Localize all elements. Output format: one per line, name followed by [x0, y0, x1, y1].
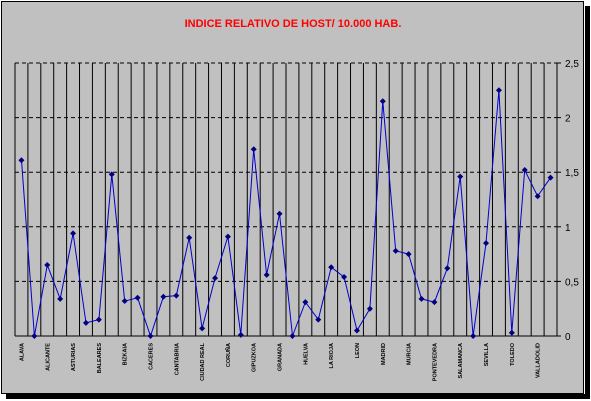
y-tick-label: 2,5	[565, 59, 579, 70]
y-tick-label: 2	[565, 114, 571, 125]
data-point	[470, 333, 477, 339]
x-tick-label: ALICANTE	[45, 343, 51, 371]
data-point	[134, 294, 141, 301]
x-tick-label: MURCIA	[407, 343, 413, 365]
data-point	[95, 316, 102, 323]
data-point	[431, 299, 438, 306]
chart-title: INDICE RELATIVO DE HOST/ 10.000 HAB.	[185, 18, 402, 30]
data-point	[457, 173, 464, 180]
data-point	[276, 210, 283, 217]
x-tick-label: SEVILLA	[484, 343, 490, 366]
x-tick-label: CIUDAD REAL	[200, 342, 206, 381]
y-tick-label: 0,5	[565, 277, 579, 288]
x-tick-label: SALAMANCA	[458, 343, 464, 378]
data-point	[250, 146, 257, 153]
data-point	[444, 265, 451, 272]
x-tick-label: BIZKAIA	[123, 343, 129, 365]
data-point	[379, 98, 386, 105]
x-tick-label: LA RIOJA	[329, 343, 335, 368]
y-tick-label: 1,5	[565, 168, 579, 179]
x-tick-label: GRANADA	[278, 343, 284, 371]
data-point	[547, 174, 554, 181]
y-tick-labels: 0 0,5 1 1,5 2 2,5	[565, 59, 579, 343]
data-point	[366, 305, 373, 312]
data-point	[521, 167, 528, 174]
chart-frame	[1, 1, 584, 394]
x-tick-label: HUELVA	[303, 343, 309, 365]
data-point	[186, 234, 193, 241]
data-point	[328, 264, 335, 271]
data-point	[108, 171, 115, 178]
data-point	[508, 329, 515, 336]
x-tick-label: CORUÑA	[225, 343, 232, 367]
data-point	[173, 292, 180, 299]
y-tick-label: 0	[565, 332, 571, 343]
data-point	[147, 333, 154, 339]
gridlines	[14, 62, 558, 336]
data-point	[341, 274, 348, 281]
x-tick-label: ALAVA	[19, 343, 25, 361]
data-point	[289, 333, 296, 339]
data-point	[263, 271, 270, 278]
x-tick-label: CACERES	[149, 343, 155, 370]
data-point	[315, 316, 322, 323]
data-markers	[18, 87, 554, 339]
x-tick-label: PONTEVEDRA	[432, 343, 438, 381]
x-tick-label: VALLADOLID	[536, 343, 542, 378]
data-point	[18, 157, 25, 164]
data-point	[483, 240, 490, 247]
data-point	[160, 293, 167, 300]
data-point	[224, 233, 231, 240]
axes	[15, 62, 561, 337]
x-tick-label: MADRID	[381, 343, 387, 365]
x-tick-label: LEON	[355, 343, 361, 358]
y-tick-label: 1	[565, 223, 571, 234]
data-point	[70, 230, 77, 237]
x-tick-label: GIPUZKOA	[252, 343, 258, 372]
data-point	[121, 298, 128, 305]
data-point	[212, 275, 219, 282]
data-point	[353, 327, 360, 334]
data-point	[405, 251, 412, 258]
data-point	[495, 87, 502, 94]
data-point	[534, 193, 541, 200]
data-point	[418, 295, 425, 302]
data-point	[82, 319, 89, 326]
frame-shadow-bottom	[6, 394, 590, 399]
x-tick-label: CANTABRIA	[174, 343, 180, 375]
data-point	[302, 299, 309, 306]
x-tick-label: ASTURIAS	[71, 343, 77, 371]
series-line	[21, 90, 551, 338]
x-tick-label: BALEARES	[97, 343, 103, 374]
data-point	[199, 325, 206, 332]
x-tick-label: TOLEDO	[510, 342, 516, 366]
data-point	[237, 331, 244, 338]
data-point	[57, 295, 64, 302]
x-tick-labels: ALAVA ALICANTE ASTURIAS BALEARES BIZKAIA CACE…	[19, 342, 541, 381]
series-line-path	[21, 90, 551, 338]
frame-shadow-right	[585, 6, 590, 399]
data-point	[31, 333, 38, 339]
data-point	[44, 262, 51, 269]
data-point	[392, 247, 399, 254]
